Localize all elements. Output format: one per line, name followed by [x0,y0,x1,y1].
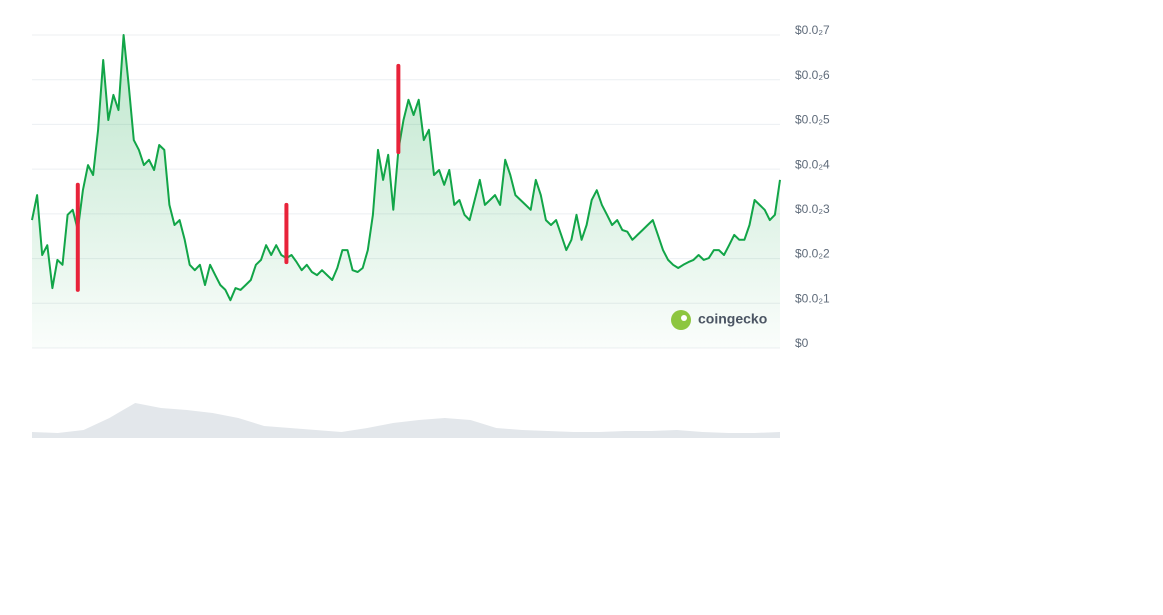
plot: $0 $0.0₂1 $0.0₂2 $0.0₂3 $0.0₂4 $0.0₂5 $0.0₂6 $0… [31,23,830,438]
y-tick-label: $0.0₂6 [795,68,830,82]
y-tick-label: $0.0₂4 [795,157,830,171]
y-tick-label: $0.0₂1 [795,291,830,305]
watermark-text: coingecko [698,311,767,327]
logo [671,310,691,330]
price-area [32,35,780,348]
watermark: coingecko [671,310,767,330]
y-tick-label: $0.0₂5 [795,113,830,127]
logo-eye [681,315,687,321]
volume-area [32,403,780,438]
price-line [31,34,781,302]
y-tick-label: $0 [795,336,809,350]
y-tick-label: $0.0₂2 [795,247,830,261]
y-tick-label: $0.0₂3 [795,202,830,216]
y-tick-label: $0.0₂7 [795,23,830,37]
